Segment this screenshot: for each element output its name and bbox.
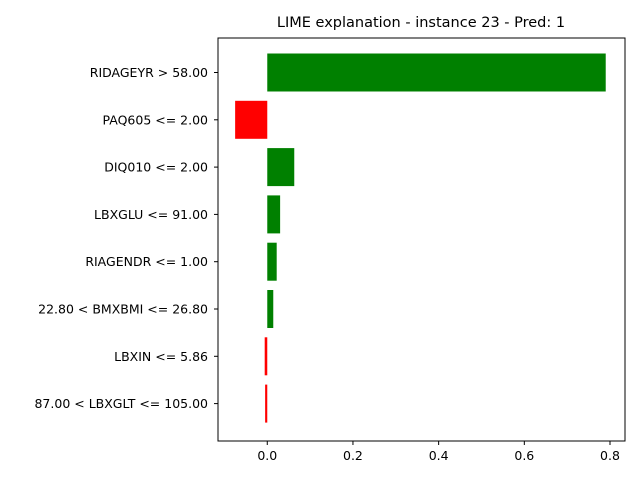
y-tick-label-3: LBXGLU <= 91.00 [94,207,208,222]
x-axis: 0.0 0.2 0.4 0.6 0.8 [257,441,620,463]
y-tick-label-1: PAQ605 <= 2.00 [103,112,209,127]
y-tick-label-4: RIAGENDR <= 1.00 [85,254,208,269]
y-tick-label-6: LBXIN <= 5.86 [114,349,208,364]
chart-title: LIME explanation - instance 23 - Pred: 1 [277,15,565,31]
y-tick-label-7: 87.00 < LBXGLT <= 105.00 [34,396,208,411]
bar-0 [267,53,606,92]
y-tick-label-2: DIQ010 <= 2.00 [104,160,208,175]
plot-frame [217,37,626,442]
bar-7 [265,384,268,423]
y-tick-label-0: RIDAGEYR > 58.00 [90,65,208,80]
y-tick-label-5: 22.80 < BMXBMI <= 26.80 [38,302,208,317]
bar-4 [267,242,277,281]
x-tick-label-1: 0.2 [343,448,363,463]
x-tick-label-4: 0.8 [600,448,620,463]
bar-2 [267,148,295,187]
bar-3 [267,195,281,234]
x-tick-label-0: 0.0 [257,448,277,463]
bar-1 [235,100,268,139]
x-tick-label-2: 0.4 [429,448,449,463]
x-tick-label-3: 0.6 [514,448,534,463]
bars-layer [235,53,606,423]
y-tick-labels: RIDAGEYR > 58.00 PAQ605 <= 2.00 DIQ010 <= … [34,65,218,411]
bar-5 [267,290,274,328]
bar-6 [264,337,268,376]
